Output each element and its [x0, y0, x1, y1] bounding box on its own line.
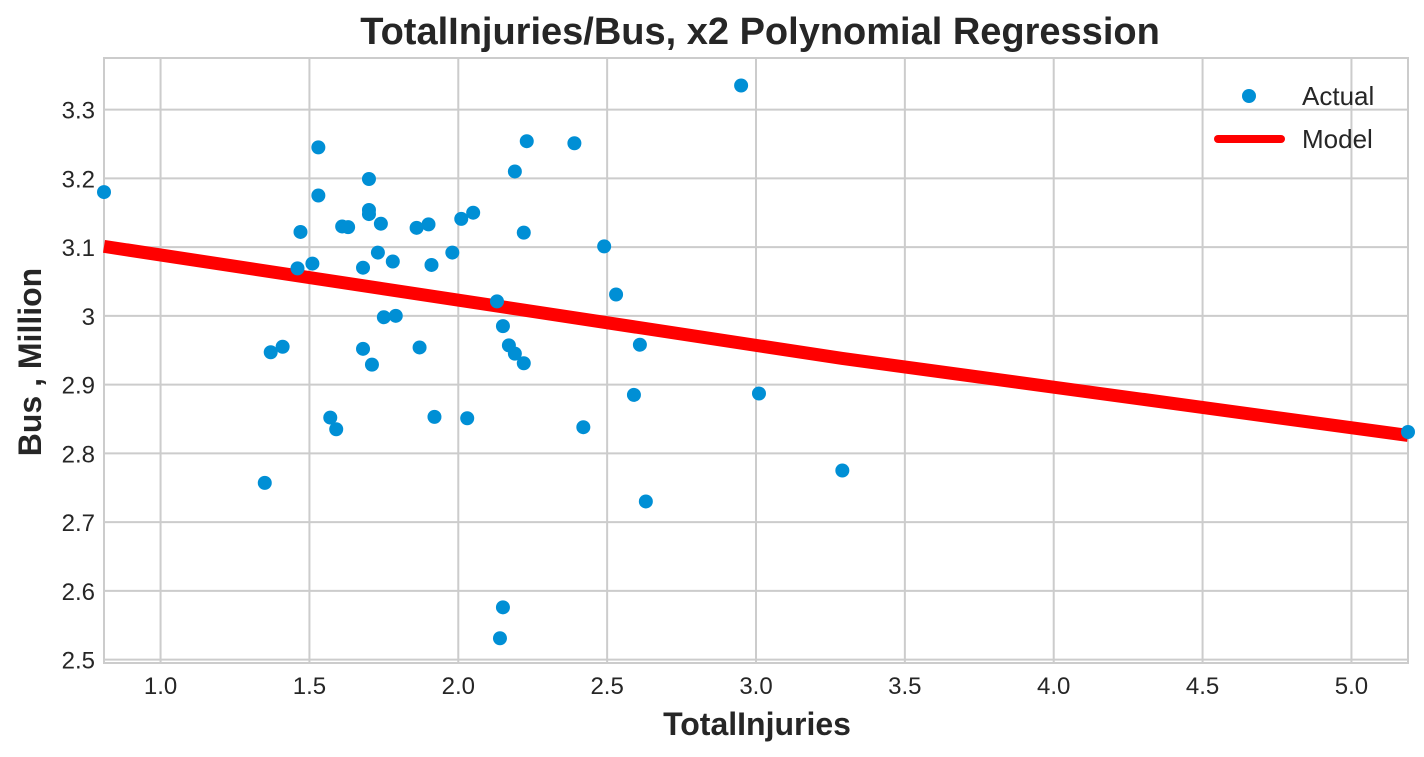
- model-line-layer: [103, 239, 1409, 442]
- actual-point: [597, 239, 612, 254]
- actual-point: [370, 245, 385, 260]
- actual-point: [305, 256, 320, 271]
- actual-point: [364, 357, 379, 372]
- x-tick-label: 4.5: [1186, 673, 1219, 700]
- legend-actual-label: Actual: [1302, 81, 1374, 111]
- actual-point: [356, 260, 371, 275]
- actual-point: [361, 207, 376, 222]
- actual-point: [751, 386, 766, 401]
- actual-point: [445, 245, 460, 260]
- actual-point: [323, 410, 338, 425]
- actual-point: [97, 185, 111, 200]
- x-tick-label: 1.5: [293, 673, 326, 700]
- chart-title: TotalInjuries/Bus, x2 Polynomial Regress…: [360, 11, 1160, 53]
- actual-point: [376, 310, 391, 325]
- actual-point: [385, 254, 400, 269]
- x-axis-ticks: 1.0 1.5 2.0 2.5 3.0 3.5 4.0 4.5 5.0: [144, 673, 1368, 700]
- actual-point: [290, 261, 305, 276]
- x-tick-label: 1.0: [144, 673, 177, 700]
- actual-point: [626, 387, 641, 402]
- actual-point: [835, 463, 850, 478]
- actual-point: [576, 420, 591, 435]
- actual-point: [507, 164, 522, 179]
- actual-point: [373, 216, 388, 231]
- actual-point: [412, 340, 427, 355]
- grid-lines: [104, 58, 1408, 663]
- actual-point: [356, 341, 371, 356]
- model-line: [103, 239, 1409, 442]
- actual-point: [421, 217, 436, 232]
- legend: Actual Model: [1214, 81, 1374, 154]
- y-tick-label: 3.2: [62, 166, 95, 193]
- plot-area-frame: [103, 57, 1409, 664]
- y-tick-label: 2.9: [62, 373, 95, 400]
- actual-point: [263, 345, 278, 360]
- actual-point: [409, 220, 424, 235]
- y-tick-label: 2.5: [62, 648, 95, 675]
- y-tick-label: 3: [82, 304, 95, 331]
- legend-actual-marker: [1242, 89, 1256, 103]
- actual-point: [507, 346, 522, 361]
- actual-points-layer: [97, 78, 1415, 646]
- actual-point: [466, 205, 481, 220]
- actual-point: [293, 224, 308, 239]
- y-tick-label: 3.3: [62, 98, 95, 125]
- x-tick-label: 3.0: [739, 673, 772, 700]
- x-tick-label: 2.5: [590, 673, 623, 700]
- y-axis-label: Bus , Million: [12, 268, 48, 456]
- actual-point: [495, 600, 510, 615]
- actual-point: [495, 319, 510, 334]
- actual-point: [424, 257, 439, 272]
- actual-point: [489, 294, 504, 309]
- y-tick-label: 2.8: [62, 441, 95, 468]
- actual-point: [734, 78, 749, 93]
- actual-point: [516, 356, 531, 371]
- actual-point: [632, 337, 647, 352]
- y-tick-label: 3.1: [62, 235, 95, 262]
- y-tick-label: 2.6: [62, 579, 95, 606]
- actual-point: [460, 411, 475, 426]
- actual-point: [638, 494, 653, 509]
- y-axis-ticks: 2.5 2.6 2.7 2.8 2.9 3 3.1 3.2 3.3: [62, 98, 95, 675]
- x-tick-label: 2.0: [442, 673, 475, 700]
- legend-model-label: Model: [1302, 124, 1373, 154]
- actual-point: [454, 211, 469, 226]
- x-tick-label: 3.5: [888, 673, 921, 700]
- actual-point: [492, 631, 507, 646]
- actual-point: [516, 225, 531, 240]
- actual-point: [329, 422, 344, 437]
- actual-point: [311, 188, 326, 203]
- actual-point: [519, 134, 534, 149]
- actual-point: [427, 409, 442, 424]
- x-axis-label: TotalInjuries: [663, 706, 851, 742]
- x-tick-label: 5.0: [1335, 673, 1368, 700]
- actual-point: [567, 136, 582, 151]
- x-tick-label: 4.0: [1037, 673, 1070, 700]
- actual-point: [388, 308, 403, 323]
- actual-point: [257, 475, 272, 490]
- actual-point: [311, 140, 326, 155]
- y-tick-label: 2.7: [62, 510, 95, 537]
- actual-point: [275, 339, 290, 354]
- actual-point: [341, 220, 356, 235]
- actual-point: [609, 287, 624, 302]
- actual-point: [1401, 425, 1415, 439]
- actual-point: [361, 172, 376, 186]
